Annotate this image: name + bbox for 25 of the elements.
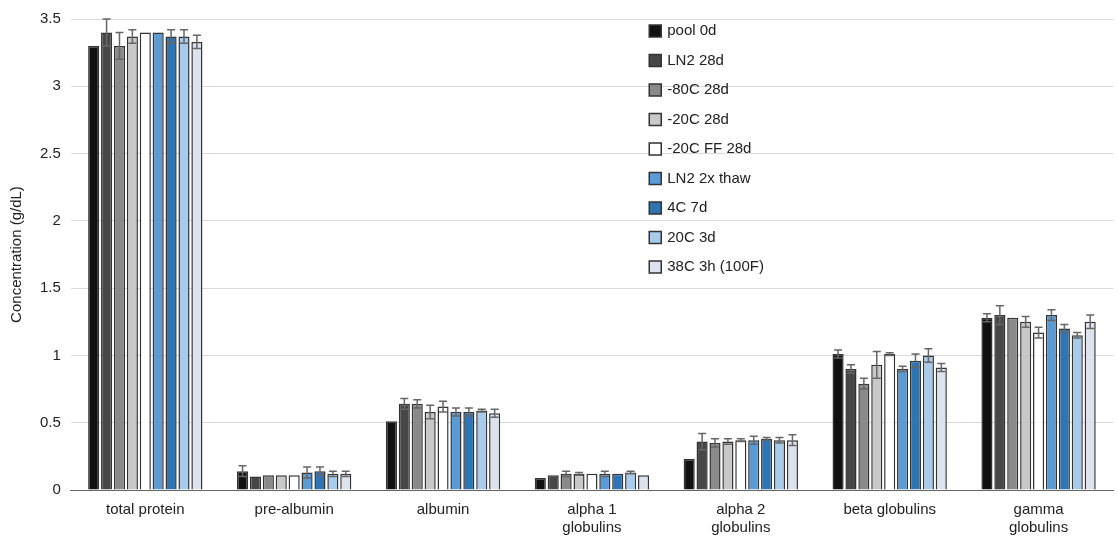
x-tick-label: alpha 2 globulins	[711, 500, 771, 536]
x-tick-label: gamma globulins	[1008, 500, 1069, 536]
legend-label: 20C 3d	[667, 227, 716, 245]
y-tick-label: 3.5	[39, 9, 61, 27]
x-tick-label: pre-albumin	[254, 500, 334, 518]
x-tick-label: albumin	[416, 500, 470, 518]
x-tick-label: beta globulins	[843, 500, 936, 518]
legend-label: -20C FF 28d	[667, 139, 752, 157]
legend-label: -80C 28d	[667, 80, 729, 98]
legend-label: -20C 28d	[667, 109, 729, 127]
x-tick-label: alpha 1 globulins	[562, 500, 622, 536]
y-tick-label: 0.5	[39, 412, 61, 430]
y-tick-label: 1.5	[39, 278, 61, 296]
legend-label: 4C 7d	[667, 198, 708, 216]
y-axis-title: Concentration (g/dL)	[7, 186, 25, 323]
y-tick-label: 2.5	[39, 143, 61, 161]
y-tick-label: 3	[52, 76, 61, 94]
y-tick-label: 1	[52, 345, 61, 363]
legend-label: LN2 2x thaw	[667, 168, 751, 186]
legend-label: pool 0d	[667, 21, 717, 39]
legend-label: 38C 3h (100F)	[667, 257, 764, 275]
x-tick-label: total protein	[106, 500, 185, 518]
legend-label: LN2 28d	[667, 50, 724, 68]
y-tick-label: 2	[52, 211, 61, 228]
y-tick-label: 0	[52, 480, 61, 498]
